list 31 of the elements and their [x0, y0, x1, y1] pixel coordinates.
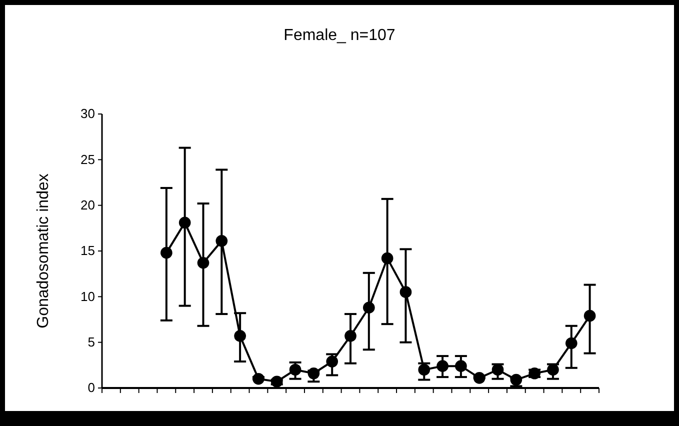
point	[492, 364, 504, 376]
point	[455, 360, 467, 372]
point	[160, 246, 172, 259]
point	[473, 372, 486, 384]
point	[234, 330, 246, 342]
point	[436, 360, 448, 372]
y-tick-label: 20	[80, 197, 95, 212]
y-tick-label: 0	[88, 380, 95, 396]
y-tick-label: 30	[80, 106, 95, 122]
point	[197, 256, 210, 269]
point	[270, 376, 283, 388]
point	[565, 337, 578, 350]
y-tick-label: 10	[80, 288, 95, 304]
point	[584, 310, 596, 322]
point	[326, 356, 338, 368]
y-tick-label: 5	[88, 334, 95, 350]
point	[308, 367, 320, 380]
point	[362, 302, 375, 314]
point	[289, 364, 302, 376]
point	[178, 216, 191, 229]
point	[547, 364, 559, 376]
point	[252, 372, 264, 385]
y-tick-label: 15	[80, 243, 95, 258]
y-axis-title: Gonadosomatic index	[35, 174, 52, 328]
point	[381, 252, 394, 264]
y-tick-label: 25	[80, 152, 95, 167]
point	[216, 235, 228, 247]
chart-title: Female_ n=107	[284, 27, 396, 44]
point	[344, 330, 356, 342]
point	[400, 286, 412, 298]
point	[418, 364, 430, 376]
